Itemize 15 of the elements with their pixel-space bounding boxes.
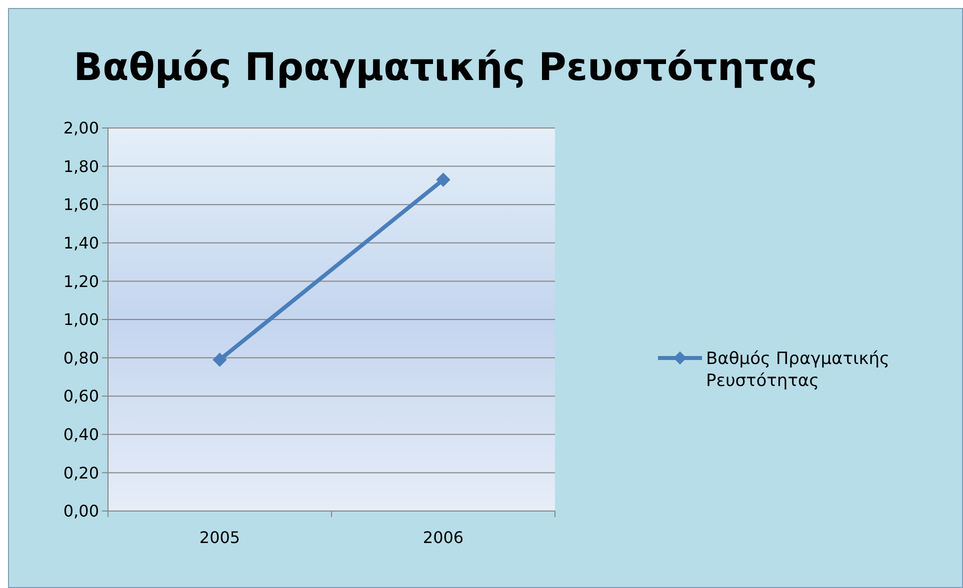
legend-label: Βαθμός Πραγματικής Ρευστότητας — [706, 348, 890, 392]
y-tick-label: 1,40 — [63, 234, 99, 252]
y-tick-label: 0,00 — [63, 502, 99, 521]
x-tick-label: 2006 — [422, 528, 464, 547]
y-tick-label: 1,80 — [63, 156, 99, 176]
y-tick-label: 0,80 — [63, 348, 99, 368]
y-tick-label: 1,20 — [63, 272, 99, 291]
x-tick-label: 2005 — [199, 528, 240, 547]
y-tick-label: 0,60 — [63, 386, 99, 406]
y-tick-label: 0,20 — [63, 463, 99, 482]
y-tick-label: 1,60 — [63, 195, 99, 214]
y-tick-label: 2,00 — [63, 118, 99, 138]
y-tick-label: 0,40 — [63, 425, 99, 444]
chart-title: Βαθμός Πραγματικής Ρευστότητας — [74, 45, 818, 89]
y-tick-label: 1,00 — [63, 310, 99, 330]
